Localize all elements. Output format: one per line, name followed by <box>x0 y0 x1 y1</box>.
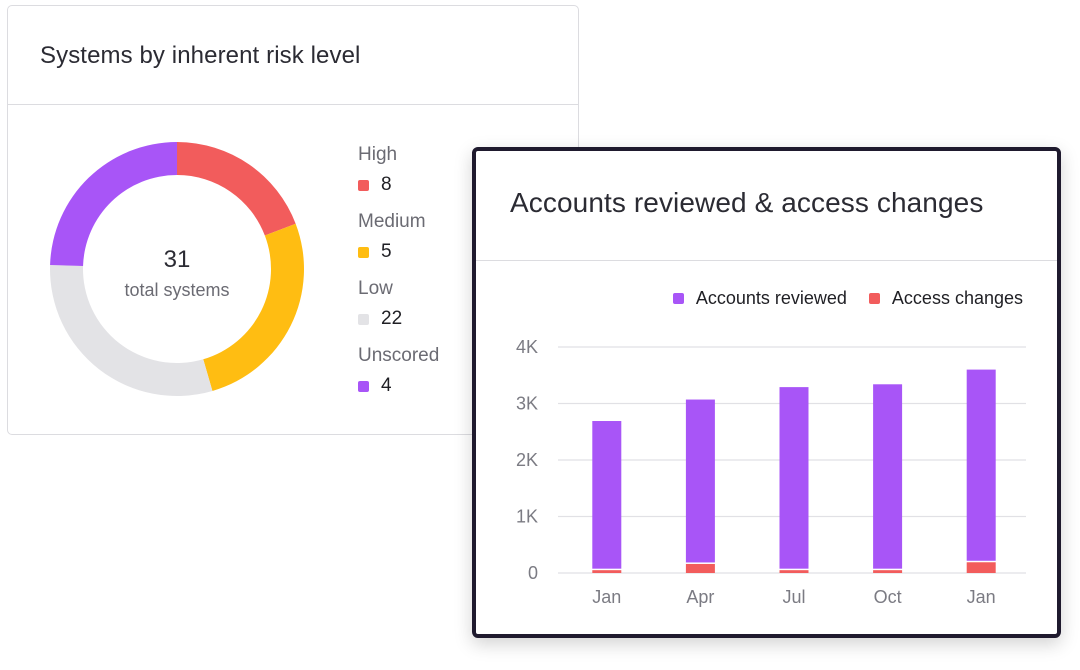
accounts-reviewed-card-header: Accounts reviewed & access changes <box>476 151 1057 261</box>
bar-access-changes <box>966 562 996 573</box>
bar-access-changes <box>685 563 715 573</box>
legend-value-low: 22 <box>381 308 403 329</box>
legend-item-low: Low 22 <box>358 278 402 330</box>
x-tick-label: Jan <box>967 587 996 607</box>
legend-value-unscored: 4 <box>381 375 392 396</box>
legend-label-high: High <box>358 144 398 165</box>
legend-item-medium: Medium 5 <box>358 211 426 263</box>
x-tick-label: Oct <box>874 587 902 607</box>
legend-swatch-high <box>358 179 369 191</box>
donut-slice-unscored <box>50 142 177 267</box>
legend-label-access-changes: Access changes <box>891 288 1023 308</box>
x-tick-label: Jul <box>782 587 805 607</box>
legend-label-accounts-reviewed: Accounts reviewed <box>695 288 847 308</box>
legend-label-unscored: Unscored <box>358 345 440 366</box>
y-tick-label: 1K <box>516 507 538 527</box>
donut-total-value: 31 <box>164 246 191 273</box>
donut-total-label: total systems <box>124 280 229 300</box>
legend-label-low: Low <box>358 278 393 299</box>
stacked-bar-chart: 0 1K 2K 3K 4K Jan Apr Jul Oct Jan <box>516 337 1026 607</box>
legend-swatch-accounts-reviewed <box>672 293 684 304</box>
legend-item-accounts-reviewed: Accounts reviewed <box>672 288 847 309</box>
legend-value-high: 8 <box>381 174 392 195</box>
bar-access-changes <box>592 570 622 573</box>
legend-item-unscored: Unscored 4 <box>358 345 439 397</box>
legend-swatch-access-changes <box>868 293 880 304</box>
legend-swatch-medium <box>358 246 369 258</box>
y-tick-label: 0 <box>528 563 538 583</box>
legend-label-medium: Medium <box>358 211 426 232</box>
x-tick-label: Apr <box>686 587 714 607</box>
risk-level-card-title: Systems by inherent risk level <box>40 42 361 69</box>
y-tick-label: 2K <box>516 450 538 470</box>
y-tick-label: 3K <box>516 394 538 414</box>
accounts-reviewed-card: Accounts reviewed & access changes Accou… <box>472 147 1061 638</box>
donut-slice-high <box>177 142 296 236</box>
legend-swatch-unscored <box>358 380 369 392</box>
legend-value-medium: 5 <box>381 241 392 262</box>
donut-slice-medium <box>203 223 304 391</box>
donut-slice-low <box>50 265 213 396</box>
legend-item-high: High 8 <box>358 144 397 196</box>
bar-accounts-reviewed <box>966 369 996 561</box>
y-tick-label: 4K <box>516 337 538 357</box>
bar-accounts-reviewed <box>685 399 715 563</box>
bar-accounts-reviewed <box>779 387 809 569</box>
legend-item-access-changes: Access changes <box>868 288 1023 309</box>
accounts-reviewed-card-title: Accounts reviewed & access changes <box>510 187 984 218</box>
bar-chart-legend: Accounts reviewed Access changes <box>672 288 1023 309</box>
legend-swatch-low <box>358 313 369 325</box>
bar-accounts-reviewed <box>592 421 622 569</box>
donut-chart: 31 total systems <box>50 142 304 396</box>
bar-access-changes <box>873 570 903 573</box>
risk-level-card-header: Systems by inherent risk level <box>8 6 578 105</box>
x-tick-label: Jan <box>592 587 621 607</box>
bar-access-changes <box>779 570 809 573</box>
bar-accounts-reviewed <box>873 384 903 569</box>
